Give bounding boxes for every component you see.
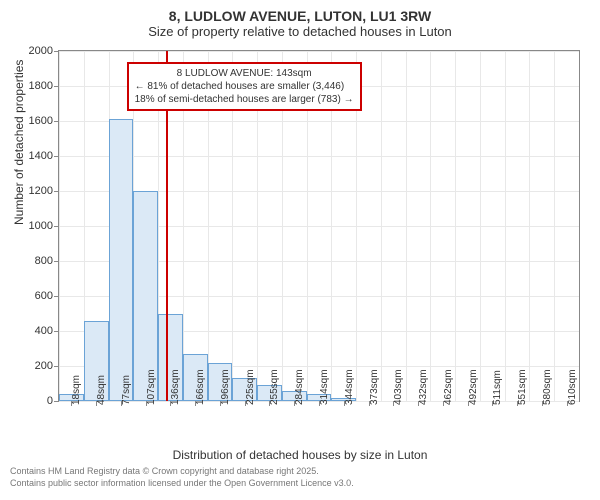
- x-tick-label: 492sqm: [468, 369, 479, 405]
- x-tick-label: 255sqm: [269, 369, 280, 405]
- x-tick-label: 551sqm: [517, 369, 528, 405]
- chart-title-sub: Size of property relative to detached ho…: [0, 24, 600, 43]
- y-axis-title: Number of detached properties: [12, 60, 26, 225]
- y-tick-label: 1800: [29, 80, 53, 92]
- x-tick-label: 511sqm: [492, 370, 503, 405]
- annotation-box: 8 LUDLOW AVENUE: 143sqm← 81% of detached…: [127, 62, 362, 111]
- y-tick-label: 600: [35, 290, 53, 302]
- x-tick-label: 373sqm: [369, 369, 380, 405]
- x-tick-label: 403sqm: [393, 369, 404, 405]
- plot-area: 020040060080010001200140016001800200018s…: [58, 50, 580, 402]
- y-tick-label: 0: [47, 395, 53, 407]
- x-tick-label: 462sqm: [443, 369, 454, 405]
- x-tick-label: 196sqm: [220, 369, 231, 405]
- y-tick-label: 1600: [29, 115, 53, 127]
- gridline-h: [59, 156, 579, 157]
- gridline-v: [480, 51, 481, 401]
- y-tick: [54, 401, 59, 402]
- x-tick-label: 610sqm: [567, 369, 578, 405]
- x-axis-title: Distribution of detached houses by size …: [0, 448, 600, 462]
- gridline-h: [59, 121, 579, 122]
- annotation-smaller: ← 81% of detached houses are smaller (3,…: [135, 80, 354, 93]
- y-tick-label: 1000: [29, 220, 53, 232]
- x-tick-label: 136sqm: [170, 369, 181, 405]
- footer-attribution: Contains HM Land Registry data © Crown c…: [10, 466, 354, 489]
- y-tick-label: 1400: [29, 150, 53, 162]
- annotation-title: 8 LUDLOW AVENUE: 143sqm: [135, 67, 354, 80]
- footer-line-1: Contains HM Land Registry data © Crown c…: [10, 466, 354, 478]
- x-tick-label: 48sqm: [96, 375, 107, 405]
- x-tick-label: 225sqm: [245, 369, 256, 405]
- x-tick-label: 344sqm: [344, 369, 355, 405]
- x-tick-label: 77sqm: [121, 375, 132, 405]
- x-tick-label: 580sqm: [542, 369, 553, 405]
- x-tick-label: 18sqm: [71, 375, 82, 405]
- chart-container: 8, LUDLOW AVENUE, LUTON, LU1 3RW Size of…: [0, 0, 600, 500]
- gridline-v: [381, 51, 382, 401]
- gridline-v: [406, 51, 407, 401]
- gridline-v: [59, 51, 60, 401]
- y-tick-label: 1200: [29, 185, 53, 197]
- annotation-larger: 18% of semi-detached houses are larger (…: [135, 93, 354, 106]
- x-tick-label: 432sqm: [418, 369, 429, 405]
- x-tick-label: 284sqm: [294, 369, 305, 405]
- x-tick-label: 314sqm: [319, 369, 330, 405]
- gridline-v: [430, 51, 431, 401]
- x-tick-label: 166sqm: [195, 369, 206, 405]
- gridline-v: [455, 51, 456, 401]
- y-tick-label: 2000: [29, 45, 53, 57]
- y-tick-label: 400: [35, 325, 53, 337]
- footer-line-2: Contains public sector information licen…: [10, 478, 354, 490]
- gridline-v: [529, 51, 530, 401]
- histogram-bar: [109, 119, 134, 401]
- gridline-h: [59, 51, 579, 52]
- chart-title-main: 8, LUDLOW AVENUE, LUTON, LU1 3RW: [0, 0, 600, 24]
- gridline-v: [505, 51, 506, 401]
- x-tick-label: 107sqm: [146, 369, 157, 405]
- y-tick-label: 200: [35, 360, 53, 372]
- y-tick-label: 800: [35, 255, 53, 267]
- gridline-v: [554, 51, 555, 401]
